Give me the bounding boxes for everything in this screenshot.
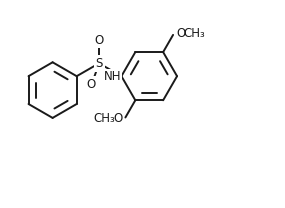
Text: CH₃: CH₃	[94, 112, 115, 125]
Text: O: O	[113, 112, 123, 125]
Text: O: O	[176, 27, 185, 40]
Text: O: O	[86, 78, 96, 91]
Text: NH: NH	[103, 70, 121, 83]
Text: CH₃: CH₃	[183, 27, 205, 40]
Text: S: S	[95, 57, 103, 70]
Text: O: O	[94, 34, 104, 47]
